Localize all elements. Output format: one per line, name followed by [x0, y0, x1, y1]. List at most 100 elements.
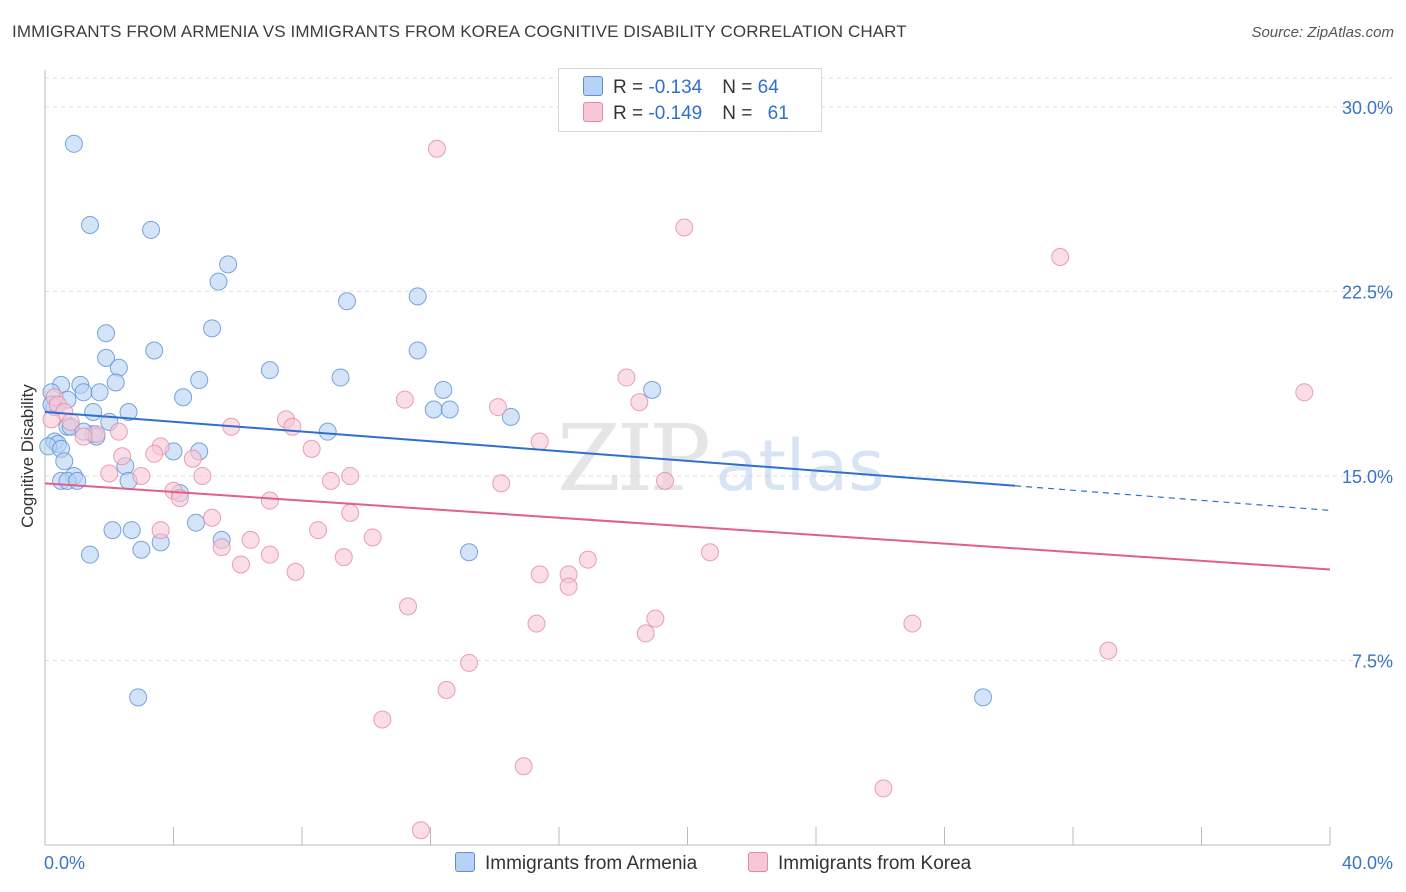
- armenia-point: [501, 407, 520, 426]
- series-legend: Immigrants from Armenia Immigrants from …: [0, 852, 1406, 878]
- korea-point: [260, 491, 279, 510]
- armenia-point: [974, 688, 993, 707]
- armenia-point: [318, 422, 337, 441]
- korea-point: [241, 530, 260, 549]
- armenia-point: [55, 452, 74, 471]
- trend-lines: [44, 410, 1331, 571]
- korea-point: [630, 393, 649, 412]
- armenia-point: [97, 348, 116, 367]
- legend-swatch-korea: [583, 102, 603, 122]
- armenia-point: [209, 272, 228, 291]
- korea-point: [492, 474, 511, 493]
- korea-point: [100, 464, 119, 483]
- korea-point: [399, 597, 418, 616]
- armenia-point: [408, 341, 427, 360]
- armenia-point: [424, 400, 443, 419]
- legend-n-label: N =: [722, 77, 758, 98]
- korea-point: [488, 398, 507, 417]
- korea-point: [700, 543, 719, 562]
- korea-point: [334, 548, 353, 567]
- legend-r-label: R =: [613, 77, 649, 98]
- korea-point: [302, 439, 321, 458]
- korea-point: [109, 422, 128, 441]
- axes: [44, 70, 1331, 846]
- series-korea-points: [42, 139, 1314, 840]
- armenia-point: [434, 380, 453, 399]
- korea-point: [530, 565, 549, 584]
- grid-lines: [45, 77, 1392, 661]
- armenia-point: [103, 521, 122, 540]
- korea-point: [145, 444, 164, 463]
- legend-label-armenia: Immigrants from Armenia: [485, 853, 698, 874]
- trend-line-armenia: [44, 410, 1016, 487]
- korea-point: [363, 528, 382, 547]
- korea-point: [42, 410, 61, 429]
- y-axis-label: Cognitive Disability: [18, 384, 37, 528]
- legend-swatch-armenia: [583, 76, 603, 96]
- armenia-point: [145, 341, 164, 360]
- x-tick-label: 40.0%: [1342, 853, 1393, 873]
- chart-title: IMMIGRANTS FROM ARMENIA VS IMMIGRANTS FR…: [12, 22, 907, 41]
- series-armenia-points: [39, 134, 993, 707]
- korea-point: [675, 218, 694, 237]
- watermark-atlas: atlas: [715, 425, 884, 507]
- korea-point: [903, 614, 922, 633]
- korea-point: [203, 508, 222, 527]
- korea-point: [231, 555, 250, 574]
- korea-point: [61, 412, 80, 431]
- korea-point: [1099, 641, 1118, 660]
- y-tick-label: 22.5%: [1342, 282, 1393, 302]
- trend-line-korea: [44, 482, 1331, 571]
- armenia-point: [90, 383, 109, 402]
- armenia-point: [440, 400, 459, 419]
- y-tick-label: 7.5%: [1352, 651, 1393, 671]
- legend-row-korea: R = -0.149 N = 61: [583, 102, 789, 126]
- armenia-point: [203, 319, 222, 338]
- korea-point: [460, 653, 479, 672]
- korea-point: [427, 139, 446, 158]
- korea-point: [578, 550, 597, 569]
- korea-point: [113, 447, 132, 466]
- y-tick-label: 30.0%: [1342, 98, 1393, 118]
- watermark: ZIP atlas: [557, 405, 885, 512]
- korea-point: [530, 432, 549, 451]
- korea-point: [286, 562, 305, 581]
- armenia-point: [190, 371, 209, 389]
- armenia-point: [122, 521, 141, 540]
- armenia-point: [119, 402, 138, 421]
- korea-point: [151, 521, 170, 540]
- tick-labels: 7.5% 15.0% 22.5% 30.0% 0.0% 40.0%: [44, 98, 1393, 873]
- correlation-legend: R = -0.134 N = 64 R = -0.149 N = 61: [558, 68, 822, 132]
- legend-r-value-armenia: -0.134: [648, 77, 703, 98]
- armenia-point: [132, 540, 151, 559]
- korea-point: [437, 681, 456, 699]
- armenia-point: [142, 220, 161, 239]
- korea-point: [411, 821, 430, 840]
- armenia-point: [80, 216, 99, 234]
- watermark-zip: ZIP: [557, 405, 708, 512]
- armenia-point: [260, 361, 279, 380]
- armenia-point: [186, 513, 205, 532]
- armenia-point: [643, 380, 662, 399]
- legend-item-korea[interactable]: Immigrants from Korea: [748, 852, 971, 875]
- armenia-point: [460, 543, 479, 562]
- korea-point: [874, 779, 893, 798]
- korea-point: [514, 757, 533, 776]
- legend-r-label: R =: [613, 103, 649, 124]
- korea-point: [373, 710, 392, 729]
- legend-item-armenia[interactable]: Immigrants from Armenia: [455, 852, 697, 875]
- korea-point: [617, 368, 636, 387]
- legend-n-label: N =: [722, 103, 758, 124]
- armenia-point: [109, 358, 128, 377]
- korea-point: [1295, 383, 1314, 402]
- korea-point: [395, 390, 414, 409]
- armenia-point: [337, 292, 356, 311]
- korea-point: [1051, 247, 1070, 266]
- korea-point: [527, 614, 546, 633]
- korea-point: [74, 427, 93, 446]
- korea-point: [183, 449, 202, 468]
- korea-point: [321, 471, 340, 490]
- armenia-point: [74, 383, 93, 402]
- korea-point: [132, 466, 151, 485]
